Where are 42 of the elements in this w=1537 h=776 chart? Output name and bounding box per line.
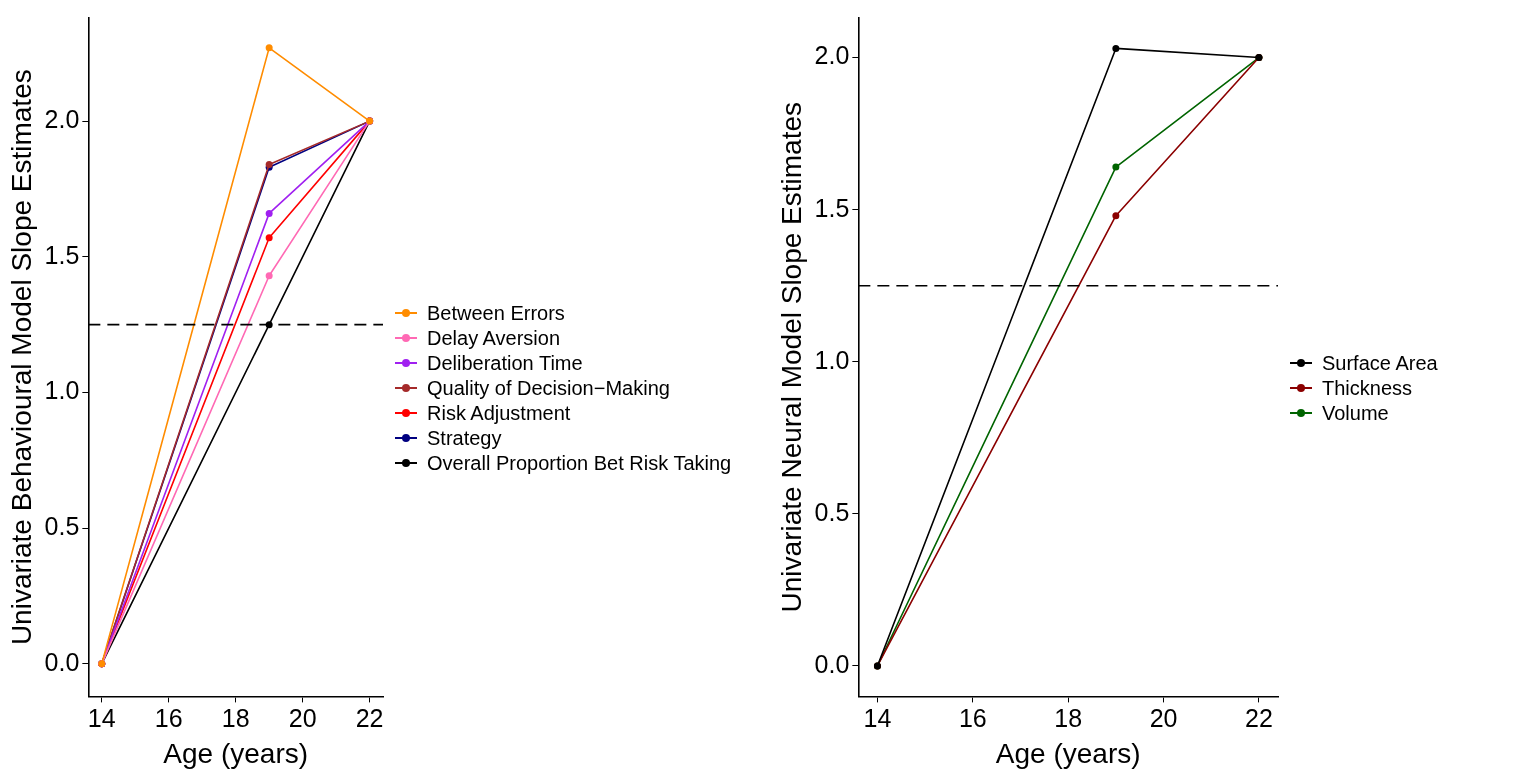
y-tick-label: 1.5 [44, 240, 80, 269]
y-tick-label: 0.5 [44, 512, 80, 541]
y-tick-label: 0.0 [44, 647, 80, 676]
x-tick-label: 14 [863, 704, 892, 733]
x-tick-label: 22 [1245, 704, 1273, 733]
point [265, 234, 273, 242]
x-tick-label: 22 [355, 704, 384, 733]
legend-label: Quality of Decision−Making [427, 376, 670, 400]
legend-label: Deliberation Time [427, 351, 583, 375]
point [1112, 44, 1120, 52]
point [265, 44, 273, 52]
legend-label: Strategy [427, 426, 502, 450]
legend-label: Overall Proportion Bet Risk Taking [427, 451, 732, 475]
x-axis-title: Age (years) [163, 737, 309, 769]
legend-label: Volume [1322, 401, 1389, 425]
x-tick-label: 16 [958, 704, 987, 733]
x-tick-label: 20 [288, 704, 317, 733]
x-tick-label: 18 [221, 704, 250, 733]
y-tick-label: 2.0 [44, 105, 80, 134]
point [1112, 163, 1120, 171]
y-tick-label: 0.5 [814, 497, 850, 526]
y-axis-title: Univariate Behavioural Model Slope Estimates [5, 69, 37, 646]
x-tick-label: 20 [1149, 704, 1178, 733]
legend-label: Thickness [1322, 376, 1413, 400]
x-tick-label: 16 [154, 704, 183, 733]
point [265, 321, 273, 329]
legend-label: Between Errors [427, 301, 565, 325]
y-tick-label: 1.5 [814, 193, 850, 222]
legend-label: Surface Area [1322, 351, 1438, 375]
point [1112, 212, 1120, 220]
point [265, 209, 273, 217]
x-axis-title: Age (years) [995, 737, 1141, 769]
y-tick-label: 2.0 [814, 41, 850, 70]
y-tick-label: 0.0 [814, 649, 850, 678]
x-tick-label: 18 [1054, 704, 1083, 733]
y-tick-label: 1.0 [44, 376, 80, 405]
legend-label: Delay Aversion [427, 326, 561, 350]
x-tick-label: 14 [87, 704, 116, 733]
point [265, 272, 273, 280]
legend-label: Risk Adjustment [427, 401, 571, 425]
y-axis-title: Univariate Neural Model Slope Estimates [775, 101, 807, 613]
y-tick-label: 1.0 [814, 345, 850, 374]
